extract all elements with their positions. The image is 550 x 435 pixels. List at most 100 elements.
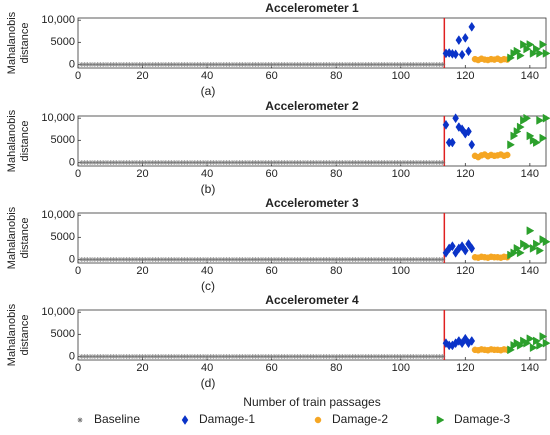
point — [143, 353, 149, 359]
point — [246, 159, 252, 165]
point — [214, 159, 220, 165]
point — [378, 256, 384, 262]
point — [217, 61, 223, 67]
point — [542, 237, 550, 247]
point — [307, 256, 313, 262]
point — [327, 61, 333, 67]
point — [111, 353, 117, 359]
point — [78, 159, 84, 165]
point — [356, 256, 362, 262]
point — [272, 353, 278, 359]
point — [356, 159, 362, 165]
point — [433, 61, 439, 67]
point — [117, 353, 123, 359]
point — [288, 159, 294, 165]
point — [101, 159, 107, 165]
point — [320, 61, 326, 67]
point — [94, 159, 100, 165]
point — [468, 336, 476, 346]
point — [243, 61, 249, 67]
point — [542, 338, 550, 348]
x-tick-label: 100 — [392, 362, 410, 374]
point — [330, 159, 336, 165]
y-axis-label: distance — [19, 315, 31, 356]
point — [188, 256, 194, 262]
point — [120, 256, 126, 262]
point — [117, 61, 123, 67]
point — [298, 61, 304, 67]
point — [294, 256, 300, 262]
point — [262, 353, 268, 359]
point — [324, 61, 330, 67]
point — [194, 61, 200, 67]
point — [317, 159, 323, 165]
point — [91, 353, 97, 359]
point — [88, 256, 94, 262]
point — [285, 61, 291, 67]
point — [265, 353, 271, 359]
point — [169, 256, 175, 262]
point — [401, 353, 407, 359]
x-tick-label: 20 — [136, 265, 148, 277]
point — [391, 353, 397, 359]
point — [156, 353, 162, 359]
point — [314, 159, 320, 165]
point — [388, 256, 394, 262]
point — [159, 256, 165, 262]
point — [204, 353, 210, 359]
point — [356, 353, 362, 359]
point — [372, 159, 378, 165]
y-tick-label: 0 — [69, 253, 75, 265]
point — [414, 159, 420, 165]
point — [442, 338, 450, 349]
point — [211, 256, 217, 262]
point — [249, 353, 255, 359]
legend-marker — [314, 416, 322, 424]
point — [85, 256, 91, 262]
point — [88, 159, 94, 165]
point — [304, 256, 310, 262]
point — [227, 353, 233, 359]
point — [420, 61, 426, 67]
point — [259, 159, 265, 165]
point — [214, 353, 220, 359]
chart-title: Accelerometer 4 — [265, 293, 359, 307]
point — [223, 159, 229, 165]
point — [265, 256, 271, 262]
point — [382, 256, 388, 262]
point — [233, 353, 239, 359]
panel-label: (b) — [201, 182, 216, 196]
point — [152, 61, 158, 67]
point — [417, 353, 423, 359]
point — [111, 61, 117, 67]
point — [442, 119, 450, 130]
point — [262, 159, 268, 165]
point — [427, 353, 433, 359]
point — [136, 61, 142, 67]
point — [152, 256, 158, 262]
point — [172, 61, 178, 67]
point — [401, 61, 407, 67]
point — [207, 256, 213, 262]
point — [172, 353, 178, 359]
point — [433, 159, 439, 165]
point — [198, 256, 204, 262]
point — [214, 61, 220, 67]
point — [317, 256, 323, 262]
point — [256, 353, 262, 359]
point — [243, 256, 249, 262]
point — [440, 61, 446, 67]
point — [359, 353, 365, 359]
point — [149, 256, 155, 262]
point — [127, 353, 133, 359]
point — [516, 122, 525, 132]
point — [401, 159, 407, 165]
point — [269, 61, 275, 67]
point — [529, 343, 538, 353]
x-tick-label: 140 — [521, 265, 539, 277]
point — [320, 159, 326, 165]
point — [398, 353, 404, 359]
point — [324, 353, 330, 359]
point — [98, 61, 104, 67]
